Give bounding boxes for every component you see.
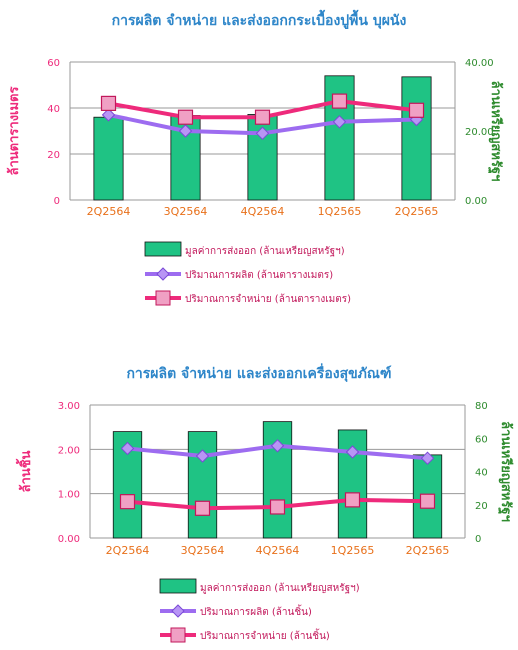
legend-marker: [171, 604, 185, 618]
legend-marker: [170, 627, 186, 643]
legend-label: ปริมาณการผลิต (ล้านตารางเมตร): [185, 269, 333, 281]
x-tick-label: 1Q2565: [331, 544, 375, 557]
legend-swatch: [159, 578, 197, 594]
y-tick-right: 0.00: [465, 196, 487, 207]
y-tick-right: 20: [475, 501, 488, 512]
y-tick-right: 40: [475, 468, 488, 479]
data-point: [331, 93, 348, 109]
data-point: [178, 124, 193, 138]
legend-label: มูลค่าการส่งออก (ล้านเหรียญสหรัฐฯ): [185, 245, 345, 257]
data-point: [119, 494, 136, 510]
chart-sanitaryware: 0.00 1.00 2.00 3.00 0 20 40 60 80 ล้านชิ้น ล้านเหร…: [15, 401, 514, 643]
chart-tiles: 0 20 40 60 0.00 20.00 40.00 ล้านตารางเมตร ล้านเห…: [6, 58, 504, 306]
x-tick-label: 2Q2565: [406, 544, 450, 557]
y-tick-right: 40.00: [465, 58, 494, 69]
x-tick-label: 1Q2565: [318, 205, 362, 218]
data-point: [419, 493, 436, 509]
x-tick-label: 3Q2564: [164, 205, 208, 218]
y-tick-right: 80: [475, 401, 488, 412]
data-point: [254, 109, 271, 125]
legend-label: ปริมาณการจำหน่าย (ล้านตารางเมตร): [185, 293, 351, 305]
y-tick-left: 60: [47, 58, 60, 69]
y-tick-left: 0.00: [58, 534, 80, 545]
data-point: [177, 109, 194, 125]
x-tick-label: 2Q2564: [87, 205, 131, 218]
data-point: [101, 108, 116, 122]
x-tick-label: 2Q2564: [106, 544, 150, 557]
y-tick-left: 1.00: [58, 490, 80, 501]
x-tick-label: 4Q2564: [256, 544, 300, 557]
chart-title: การผลิต จำหน่าย และส่งออกกระเบื้องปูพื้น…: [111, 13, 407, 29]
data-point: [270, 439, 285, 453]
bar: [93, 116, 124, 201]
data-point: [120, 441, 135, 456]
data-point: [345, 445, 360, 459]
data-point: [100, 95, 117, 112]
y-axis-right-label: ล้านเหรียญสหรัฐฯ: [487, 81, 504, 182]
y-axis-left-label: ล้านชิ้น: [15, 450, 34, 492]
data-point: [194, 500, 211, 516]
legend-label: ปริมาณการจำหน่าย (ล้านชิ้น): [200, 628, 330, 642]
y-tick-right: 20.00: [465, 127, 494, 138]
y-axis-left-label: ล้านตารางเมตร: [6, 87, 22, 176]
legend-label: มูลค่าการส่งออก (ล้านเหรียญสหรัฐฯ): [200, 582, 360, 594]
x-tick-label: 2Q2565: [395, 205, 439, 218]
legend-marker: [156, 267, 170, 281]
y-tick-right: 60: [475, 434, 488, 445]
bar: [187, 431, 218, 539]
data-point: [195, 449, 210, 463]
y-tick-left: 20: [47, 150, 60, 161]
legend-swatch: [144, 241, 182, 257]
x-tick-label: 4Q2564: [241, 205, 285, 218]
legend-marker: [155, 290, 171, 306]
legend-label: ปริมาณการผลิต (ล้านชิ้น): [200, 604, 312, 618]
y-tick-left: 3.00: [58, 401, 80, 412]
data-point: [344, 492, 361, 508]
data-point: [332, 115, 347, 129]
data-point: [255, 126, 270, 141]
bar: [401, 76, 432, 201]
x-tick-label: 3Q2564: [181, 544, 225, 557]
chart-title: การผลิต จำหน่าย และส่งออกเครื่องสุขภัณฑ์: [126, 366, 392, 382]
chart-panel-tiles: การผลิต จำหน่าย และส่งออกกระเบื้องปูพื้น…: [6, 13, 504, 306]
data-point: [269, 499, 286, 515]
y-tick-left: 40: [47, 104, 60, 115]
chart-panel-sanitaryware: การผลิต จำหน่าย และส่งออกเครื่องสุขภัณฑ์…: [0, 325, 518, 650]
y-tick-right: 0: [475, 534, 481, 545]
data-point: [420, 451, 435, 465]
data-point: [408, 102, 425, 118]
y-tick-left: 2.00: [58, 445, 80, 456]
y-axis-right-label: ล้านเหรียญสหรัฐฯ: [497, 421, 514, 522]
y-tick-left: 0: [54, 196, 60, 207]
